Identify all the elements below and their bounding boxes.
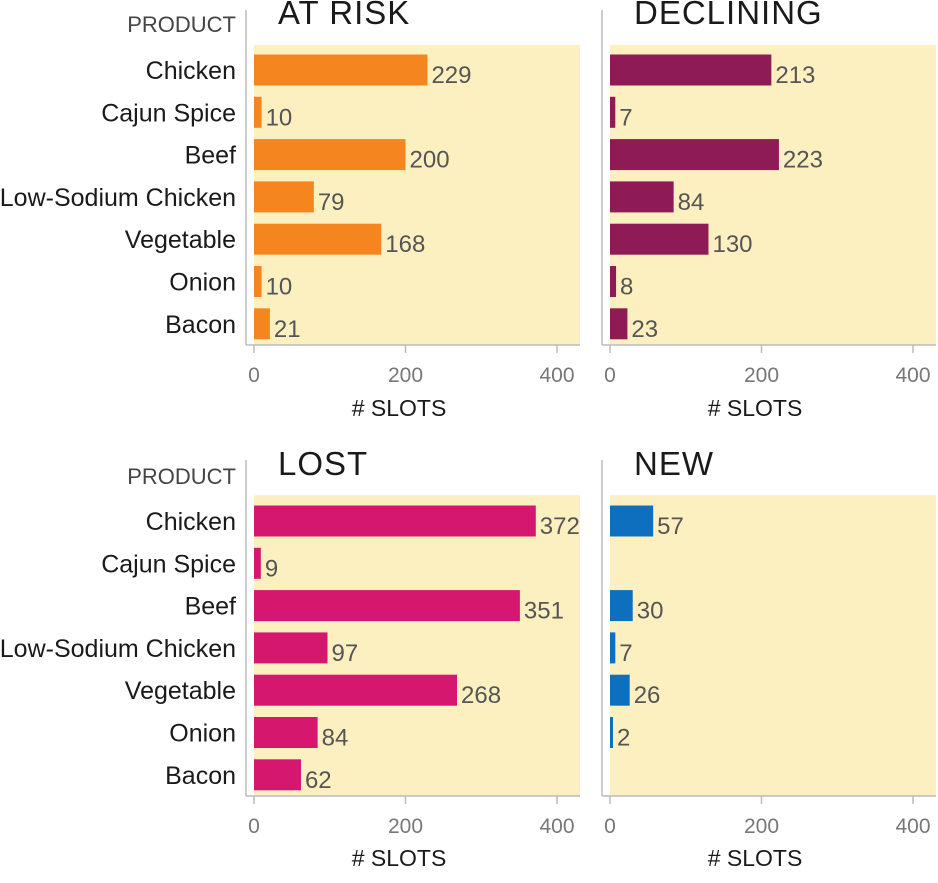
x-tick-label-lost-400: 400: [539, 815, 574, 838]
x-axis-title-lost: # SLOTS: [352, 845, 447, 871]
x-axis-title-at-risk: # SLOTS: [352, 395, 447, 421]
value-label-lost-onion: 84: [322, 725, 349, 752]
category-label-onion-row-1: Onion: [169, 269, 236, 297]
x-tick-label-new-0: 0: [604, 815, 616, 838]
value-label-declining-cajun-spice: 7: [619, 104, 632, 131]
panel-title-at-risk: AT RISK: [278, 0, 410, 31]
bar-new-low-sodium-chicken: [610, 632, 616, 664]
x-tick-label-new-200: 200: [744, 815, 779, 838]
bar-new-vegetable: [610, 674, 630, 706]
category-label-low-sodium-chicken-row-2: Low-Sodium Chicken: [0, 635, 236, 663]
bar-lost-beef: [254, 590, 520, 622]
bar-new-beef: [610, 590, 633, 622]
x-axis-title-declining: # SLOTS: [708, 395, 803, 421]
category-label-bacon-row-2: Bacon: [165, 762, 236, 790]
category-label-low-sodium-chicken-row-1: Low-Sodium Chicken: [0, 184, 236, 212]
value-label-new-low-sodium-chicken: 7: [619, 640, 632, 667]
category-label-chicken-row-2: Chicken: [146, 508, 236, 536]
bar-at-risk-low-sodium-chicken: [254, 181, 314, 213]
category-label-chicken-row-1: Chicken: [146, 57, 236, 85]
bar-at-risk-onion: [254, 266, 262, 297]
value-label-at-risk-bacon: 21: [274, 316, 301, 343]
panel-title-lost: LOST: [278, 445, 368, 482]
bar-lost-vegetable: [254, 674, 458, 706]
y-axis-title-row-2: PRODUCT: [127, 464, 236, 489]
bar-at-risk-vegetable: [254, 223, 382, 255]
value-label-at-risk-vegetable: 168: [385, 231, 425, 258]
panel-background-new: [610, 495, 936, 796]
bar-declining-vegetable: [610, 223, 709, 255]
x-axis-title-new: # SLOTS: [708, 845, 803, 871]
x-tick-label-declining-0: 0: [604, 364, 616, 387]
bar-at-risk-chicken: [254, 54, 428, 86]
value-label-lost-beef: 351: [524, 598, 564, 625]
y-axis-title-row-1: PRODUCT: [127, 12, 236, 37]
value-label-lost-bacon: 62: [305, 767, 332, 794]
value-label-new-chicken: 57: [657, 513, 684, 540]
x-tick-label-at-risk-0: 0: [248, 364, 260, 387]
bar-lost-chicken: [254, 505, 536, 537]
value-label-new-beef: 30: [637, 598, 664, 625]
bar-declining-beef: [610, 139, 779, 171]
value-label-declining-bacon: 23: [631, 316, 658, 343]
x-tick-label-new-400: 400: [895, 815, 930, 838]
value-label-lost-vegetable: 268: [461, 682, 501, 709]
bar-declining-onion: [610, 266, 617, 297]
x-tick-label-at-risk-200: 200: [388, 364, 423, 387]
bar-lost-onion: [254, 717, 318, 748]
bar-declining-chicken: [610, 54, 772, 86]
bar-lost-bacon: [254, 759, 301, 791]
value-label-declining-onion: 8: [620, 274, 633, 301]
category-label-onion-row-2: Onion: [169, 720, 236, 748]
bar-at-risk-cajun-spice: [254, 96, 262, 128]
value-label-lost-cajun-spice: 9: [265, 555, 278, 582]
value-label-declining-vegetable: 130: [712, 231, 752, 258]
category-label-beef-row-2: Beef: [185, 593, 236, 621]
x-tick-label-lost-200: 200: [388, 815, 423, 838]
bar-declining-cajun-spice: [610, 96, 616, 128]
value-label-new-onion: 2: [617, 725, 630, 752]
category-label-vegetable-row-1: Vegetable: [125, 226, 236, 254]
x-tick-label-declining-200: 200: [744, 364, 779, 387]
category-label-vegetable-row-2: Vegetable: [125, 677, 236, 705]
panel-title-new: NEW: [634, 445, 714, 482]
value-label-at-risk-chicken: 229: [431, 62, 471, 89]
category-label-cajun-spice-row-1: Cajun Spice: [101, 99, 236, 127]
bar-new-chicken: [610, 505, 654, 537]
x-tick-label-lost-0: 0: [248, 815, 260, 838]
value-label-lost-chicken: 372: [540, 513, 580, 540]
bar-at-risk-beef: [254, 139, 406, 171]
value-label-new-vegetable: 26: [634, 682, 661, 709]
value-label-lost-low-sodium-chicken: 97: [331, 640, 358, 667]
x-tick-label-declining-400: 400: [895, 364, 930, 387]
bar-declining-bacon: [610, 308, 628, 340]
bar-at-risk-bacon: [254, 308, 270, 340]
value-label-declining-chicken: 213: [775, 62, 815, 89]
value-label-at-risk-cajun-spice: 10: [266, 104, 293, 131]
value-label-declining-beef: 223: [783, 147, 823, 174]
bar-lost-low-sodium-chicken: [254, 632, 328, 664]
bar-lost-cajun-spice: [254, 547, 261, 579]
x-tick-label-at-risk-400: 400: [539, 364, 574, 387]
bar-declining-low-sodium-chicken: [610, 181, 674, 213]
value-label-at-risk-onion: 10: [266, 274, 293, 301]
category-label-beef-row-1: Beef: [185, 142, 236, 170]
value-label-declining-low-sodium-chicken: 84: [678, 189, 705, 216]
value-label-at-risk-beef: 200: [410, 147, 450, 174]
bar-new-onion: [610, 717, 613, 748]
category-label-cajun-spice-row-2: Cajun Spice: [101, 550, 236, 578]
category-label-bacon-row-1: Bacon: [165, 311, 236, 339]
panel-title-declining: DECLINING: [634, 0, 823, 31]
value-label-at-risk-low-sodium-chicken: 79: [318, 189, 345, 216]
